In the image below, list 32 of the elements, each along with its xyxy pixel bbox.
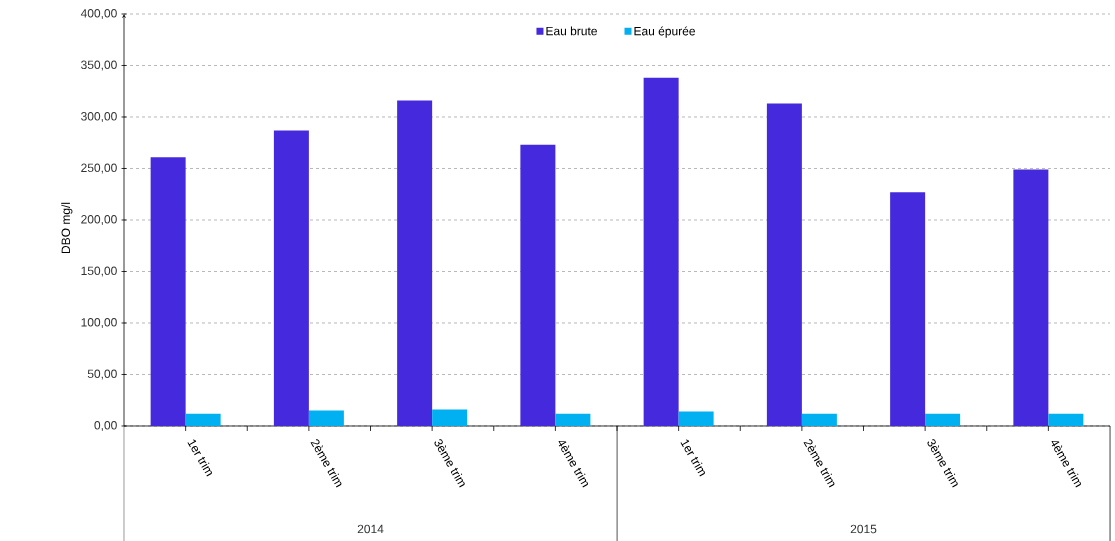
y-tick-label: 400,00 bbox=[80, 8, 117, 19]
y-tick-label: 150,00 bbox=[81, 266, 117, 277]
text: 2015 bbox=[850, 524, 877, 534]
y-tick-label: 0,00 bbox=[94, 420, 117, 431]
y-tick-label: 50,00 bbox=[87, 369, 117, 380]
y-tick-label: 300,00 bbox=[81, 111, 117, 122]
bar bbox=[801, 413, 837, 426]
bar bbox=[766, 103, 802, 426]
bar bbox=[273, 130, 309, 426]
bar bbox=[397, 100, 433, 426]
y-tick-label: 250,00 bbox=[81, 163, 117, 174]
y-tick-label: 100,00 bbox=[81, 317, 117, 328]
bar bbox=[308, 410, 344, 426]
bar bbox=[555, 413, 591, 426]
bar bbox=[678, 411, 714, 426]
legend-label: Eau brute bbox=[546, 26, 597, 36]
bar bbox=[185, 413, 221, 426]
bar bbox=[432, 409, 468, 426]
bar bbox=[1048, 413, 1084, 426]
legend-label: Eau épurée bbox=[634, 26, 695, 38]
bar bbox=[643, 77, 679, 426]
bar bbox=[890, 192, 926, 426]
x-tick-label: 1er trim bbox=[680, 439, 705, 477]
bar bbox=[1013, 169, 1049, 426]
x-tick-label: 1er trim bbox=[187, 439, 212, 477]
bar bbox=[150, 156, 186, 426]
text: 2014 bbox=[357, 524, 384, 534]
y-axis-title: DBO mg/l bbox=[61, 202, 73, 253]
bar bbox=[925, 413, 961, 426]
bar bbox=[520, 144, 556, 426]
y-tick-label: 350,00 bbox=[81, 60, 117, 71]
y-tick-label: 200,00 bbox=[81, 214, 117, 225]
